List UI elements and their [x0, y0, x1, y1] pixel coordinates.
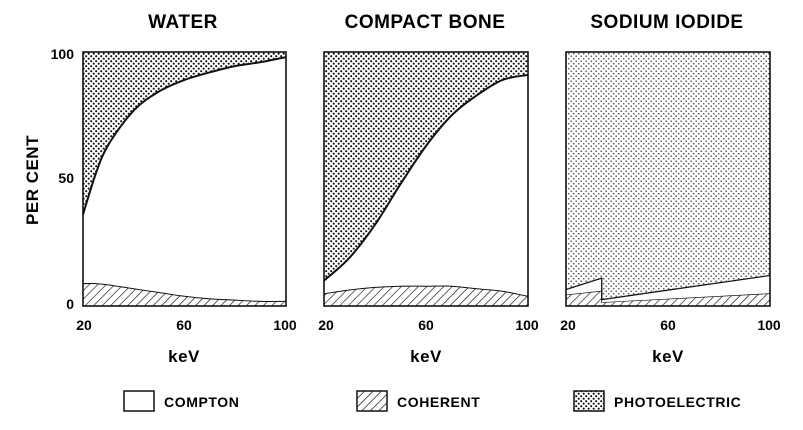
area-compton: [566, 275, 770, 303]
area-coherent: [324, 285, 528, 306]
area-coherent: [566, 290, 770, 306]
x-tick-label: 60: [418, 317, 434, 333]
x-tick-label: 100: [757, 317, 781, 333]
y-tick-label: 50: [58, 170, 74, 186]
x-tick-label: 20: [560, 317, 576, 333]
x-tick-label: 100: [273, 317, 297, 333]
legend-swatch-compton: [123, 390, 155, 412]
y-tick-label: 0: [66, 296, 74, 312]
panel-title-water: WATER: [148, 12, 218, 33]
x-axis-title: keV: [168, 347, 200, 366]
legend-label-photoelectric: PHOTOELECTRIC: [614, 394, 741, 410]
area-photoelectric: [83, 52, 286, 215]
legend-swatch-photoelectric: [573, 390, 605, 412]
panel-title-sodium-iodide: SODIUM IODIDE: [590, 12, 743, 33]
panel-sodium-iodide: [565, 51, 771, 307]
x-tick-label: 20: [318, 317, 334, 333]
area-compton: [324, 74, 528, 296]
panel-title-compact-bone: COMPACT BONE: [345, 12, 506, 33]
y-axis-title: PER CENT: [23, 135, 42, 225]
legend-label-coherent: COHERENT: [397, 394, 480, 410]
plot-frame: [82, 51, 287, 307]
x-tick-label: 100: [515, 317, 539, 333]
y-tick-label: 100: [51, 46, 75, 62]
plot-frame: [565, 51, 771, 307]
panel-water: [82, 51, 287, 307]
plot-frame: [323, 51, 529, 307]
x-axis-title: keV: [410, 347, 442, 366]
area-photoelectric: [566, 52, 770, 300]
area-compton: [83, 57, 286, 301]
legend-label-compton: COMPTON: [164, 394, 240, 410]
legend: COMPTON COHERENT PHOTOELECTRIC: [123, 390, 741, 412]
area-photoelectric: [324, 52, 528, 281]
x-tick-label: 60: [660, 317, 676, 333]
x-axis-title: keV: [652, 347, 684, 366]
legend-swatch-coherent: [356, 390, 388, 412]
x-tick-label: 60: [176, 317, 192, 333]
x-tick-label: 20: [76, 317, 92, 333]
panel-compact-bone: [323, 51, 529, 307]
